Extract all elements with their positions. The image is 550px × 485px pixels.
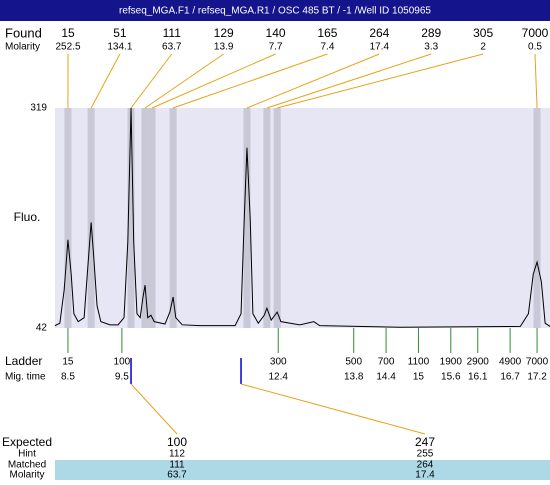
- found-molarity: 63.7: [162, 42, 182, 53]
- ladder-size: 2900: [467, 357, 490, 368]
- ladder-time: 9.5: [115, 372, 129, 383]
- molarity-row-bg: [55, 470, 550, 480]
- expected-hint: 112: [169, 449, 185, 460]
- ladder-time: 16.1: [468, 372, 488, 383]
- peak-band: [64, 108, 71, 328]
- peak-leader: [131, 54, 172, 108]
- peak-leader: [277, 54, 483, 108]
- found-size: 264: [369, 26, 389, 40]
- mig-time-label: Mig. time: [5, 372, 46, 383]
- peak-band: [274, 108, 281, 328]
- found-molarity: 7.7: [269, 42, 283, 53]
- found-size: 305: [473, 26, 493, 40]
- peak-leader: [173, 54, 327, 108]
- ladder-size: 7000: [526, 357, 549, 368]
- ladder-size: 1100: [408, 357, 430, 368]
- ladder-size: 15: [62, 357, 74, 368]
- peak-band: [149, 108, 156, 328]
- peak-band: [170, 108, 177, 328]
- header-title: refseq_MGA.F1 / refseq_MGA.R1 / OSC 485 …: [119, 6, 431, 17]
- expected-row-label: Molarity: [9, 470, 44, 480]
- ladder-time: 17.2: [527, 372, 547, 383]
- peak-leader: [247, 54, 379, 108]
- found-molarity: 252.5: [55, 42, 80, 53]
- found-size: 129: [214, 26, 234, 40]
- ladder-size: 4900: [499, 357, 522, 368]
- found-molarity: 13.9: [214, 42, 234, 53]
- expected-leader: [131, 384, 177, 434]
- ladder-label: Ladder: [5, 354, 42, 368]
- ladder-time: 12.4: [269, 372, 289, 383]
- found-size: 289: [421, 26, 441, 40]
- ladder-time: 13.8: [344, 372, 364, 383]
- found-label: Found: [5, 25, 42, 40]
- expected-molarity: 17.4: [415, 470, 435, 480]
- ladder-time: 15: [413, 372, 425, 383]
- ladder-time: 16.7: [500, 372, 520, 383]
- peak-leader: [535, 54, 537, 108]
- peak-band: [142, 108, 149, 328]
- found-size: 51: [113, 26, 127, 40]
- found-molarity: 17.4: [370, 42, 390, 53]
- found-molarity: 134.1: [107, 42, 132, 53]
- ladder-size: 500: [345, 357, 362, 368]
- found-molarity: 3.3: [424, 42, 438, 53]
- ladder-size: 300: [270, 357, 287, 368]
- ladder-size: 700: [378, 357, 395, 368]
- peak-leader: [91, 54, 120, 108]
- peak-band: [88, 108, 95, 328]
- peak-band: [263, 108, 270, 328]
- ladder-time: 14.4: [376, 372, 396, 383]
- ladder-time: 15.6: [441, 372, 461, 383]
- found-molarity: 0.5: [528, 42, 542, 53]
- peak-band: [534, 108, 541, 328]
- expected-hint: 255: [417, 449, 434, 460]
- matched-row-bg: [55, 460, 550, 470]
- found-size: 7000: [522, 26, 549, 40]
- found-molarity: 7.4: [320, 42, 334, 53]
- y-axis-label: Fluo.: [14, 210, 41, 224]
- found-molarity: 2: [480, 42, 486, 53]
- expected-row-label: Expected: [2, 435, 52, 449]
- expected-expected: 247: [415, 435, 435, 449]
- found-size: 165: [317, 26, 337, 40]
- ladder-size: 100: [114, 357, 131, 368]
- ladder-size: 1900: [440, 357, 463, 368]
- y-tick-label: 319: [30, 103, 47, 114]
- expected-leader: [241, 384, 425, 434]
- peak-leader: [267, 54, 431, 108]
- peak-leader: [145, 54, 224, 108]
- expected-molarity: 63.7: [167, 470, 187, 480]
- expected-expected: 100: [167, 435, 187, 449]
- found-size: 111: [163, 26, 182, 40]
- y-tick-label: 42: [36, 323, 48, 334]
- peak-leader: [152, 54, 275, 108]
- ladder-time: 8.5: [61, 372, 75, 383]
- molarity-label: Molarity: [5, 42, 40, 53]
- found-size: 15: [61, 26, 75, 40]
- expected-row-label: Hint: [18, 449, 36, 460]
- found-size: 140: [266, 26, 286, 40]
